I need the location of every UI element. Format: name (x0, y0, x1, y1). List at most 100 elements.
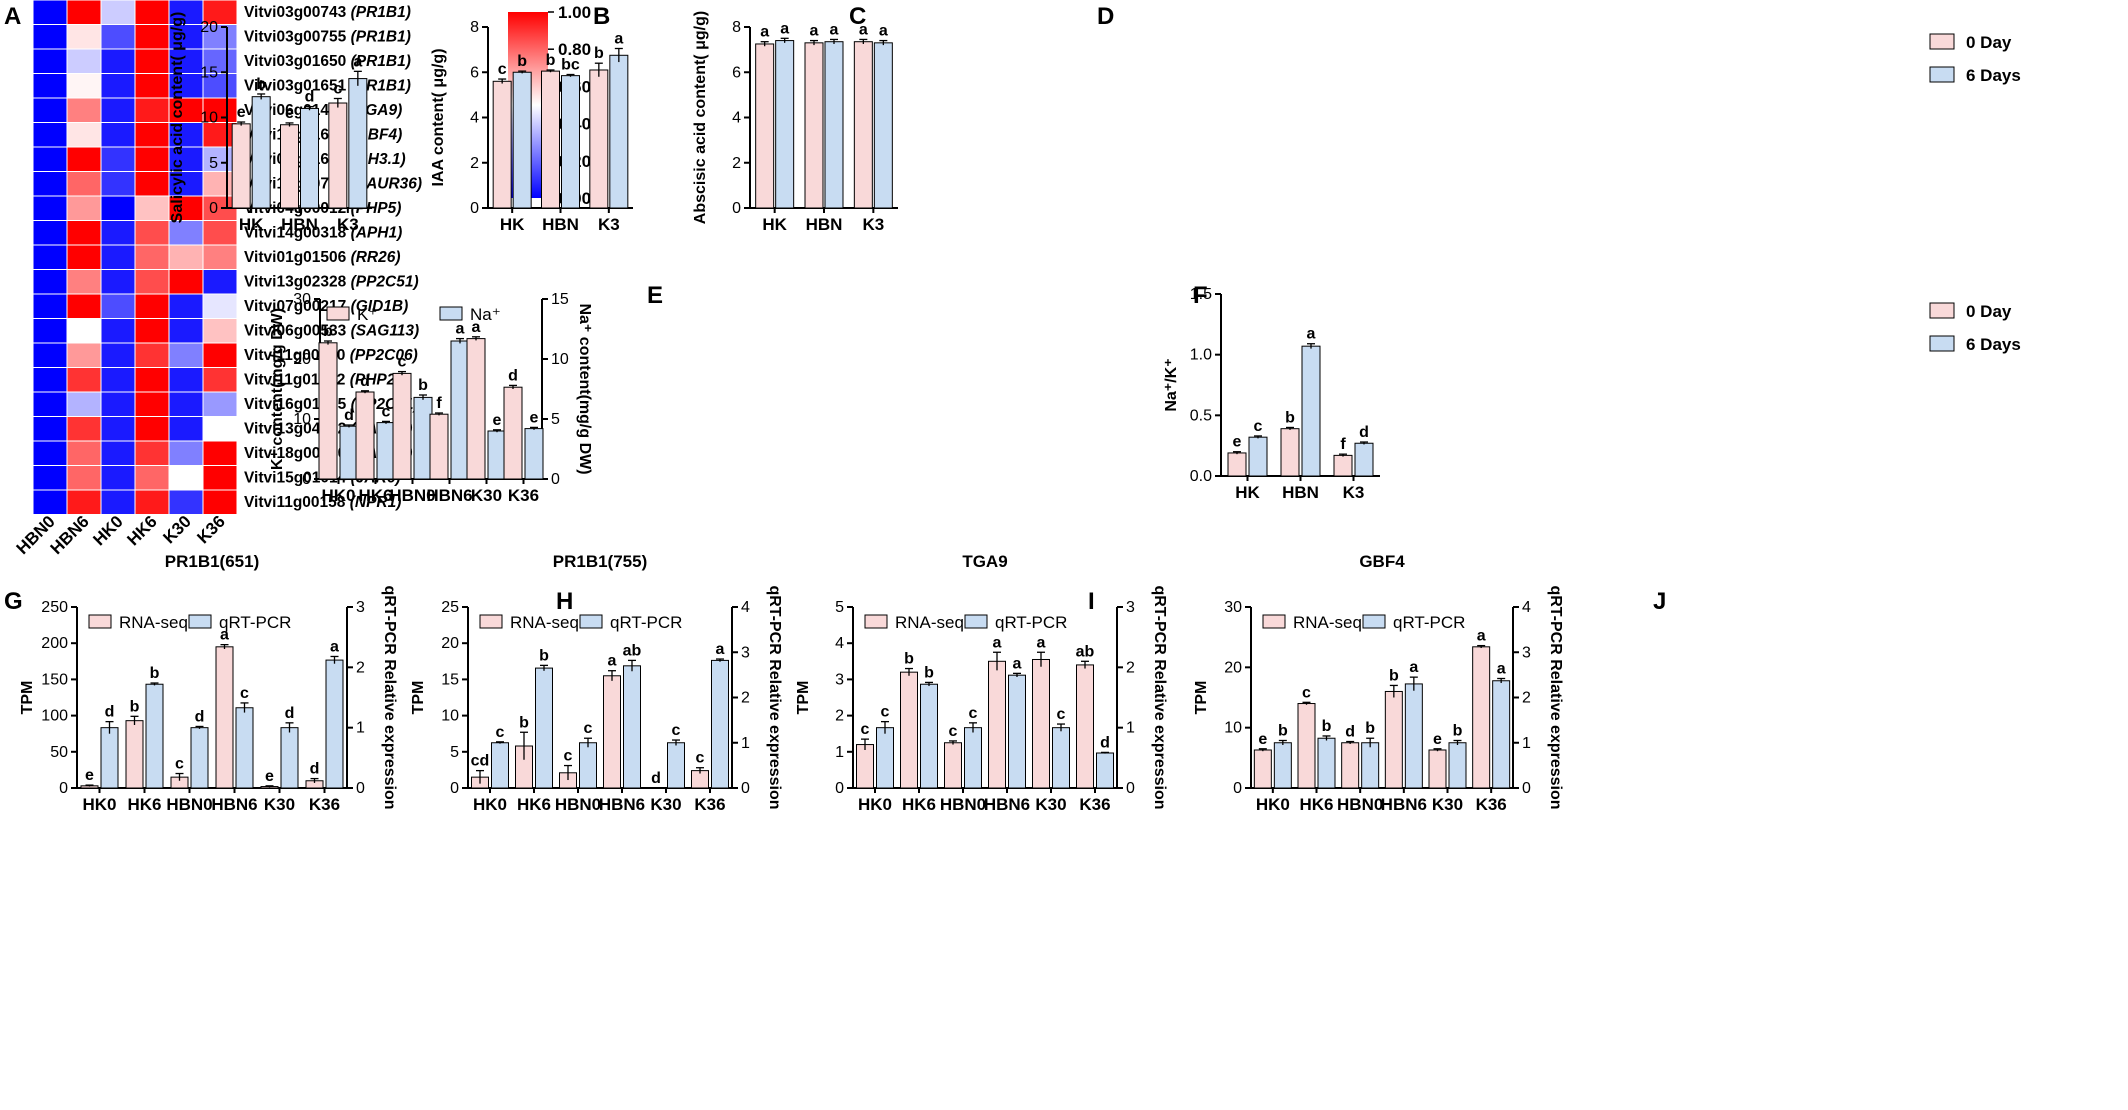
heatmap-cell (32, 24, 68, 50)
y-tick-label: 20 (441, 635, 459, 652)
y-tick-label-right: 15 (551, 291, 569, 308)
significance-letter: b (1285, 409, 1295, 426)
heatmap-cell (168, 195, 204, 221)
heatmap-cell (32, 293, 68, 319)
x-tick-label: HK0 (858, 795, 892, 814)
significance-letter: e (265, 768, 274, 785)
heatmap-cell (100, 318, 136, 344)
bar (920, 683, 938, 789)
gene-id: Vitvi03g00755 (244, 29, 351, 46)
significance-letter: e (530, 409, 539, 426)
y-tick-label-right: 0 (741, 780, 750, 797)
heatmap-cell (202, 24, 238, 50)
gene-name: (GID1B) (351, 298, 409, 315)
legend-label: Na⁺ (470, 305, 501, 324)
bar (1052, 727, 1070, 789)
panel-label-a: A (4, 3, 21, 30)
significance-letter: c (1302, 684, 1311, 701)
x-tick-label: HK (239, 215, 264, 234)
bar (944, 742, 962, 789)
bar (491, 742, 509, 789)
heatmap-cell (66, 97, 102, 123)
bar (1032, 658, 1050, 789)
heatmap-cell (202, 48, 238, 74)
heatmap-row-label: Vitvi14g00318 (APH1) (244, 225, 402, 242)
heatmap-column-label: HK6 (123, 512, 160, 549)
y-tick-label: 0 (470, 200, 479, 217)
bar (711, 659, 729, 789)
heatmap-cell (168, 465, 204, 491)
y-tick-label-right: 2 (1126, 659, 1135, 676)
bar (348, 78, 368, 209)
heatmap-cell (32, 318, 68, 344)
x-tick-label: HK6 (902, 795, 936, 814)
y-tick-label: 0 (835, 780, 844, 797)
chart-title: PR1B1(651) (165, 552, 260, 571)
bar (355, 391, 375, 480)
gene-id: Vitvi13g02328 (244, 274, 351, 291)
x-tick-label: K3 (337, 215, 359, 234)
heatmap-cell (100, 48, 136, 74)
x-tick-label: K36 (694, 795, 725, 814)
heatmap-cell (100, 97, 136, 123)
y-axis-label: TPM (410, 681, 427, 715)
heatmap-row-label: Vitvi03g00755 (PR1B1) (244, 29, 411, 46)
x-tick-label: HK6 (127, 795, 161, 814)
heatmap-cell (168, 244, 204, 270)
y-tick-label-right: 5 (551, 411, 560, 428)
heatmap-cell (32, 342, 68, 368)
heatmap-cell (100, 0, 136, 25)
heatmap-cell (202, 244, 238, 270)
y-tick-label-right: 3 (741, 644, 750, 661)
heatmap-cell (168, 171, 204, 197)
significance-letter: a (353, 53, 362, 70)
y-tick-label-right: 2 (741, 690, 750, 707)
panel-a-heatmap: Vitvi03g00743 (PR1B1)Vitvi03g00755 (PR1B… (13, 0, 591, 558)
legend-swatch (88, 614, 112, 629)
significance-letter: e (85, 767, 94, 784)
bar (1096, 752, 1114, 789)
significance-letter: b (546, 52, 556, 69)
legend-label: RNA-seq (895, 613, 964, 632)
bar (1227, 452, 1247, 477)
bar (535, 667, 553, 789)
significance-letter: a (879, 23, 888, 40)
x-tick-label: HBN (542, 215, 579, 234)
heatmap-cell (168, 318, 204, 344)
heatmap-cell (100, 146, 136, 172)
x-tick-label: K3 (1343, 483, 1365, 502)
significance-letter: a (1409, 659, 1418, 676)
significance-letter: b (594, 45, 604, 62)
heatmap-row-label: Vitvi06g00533 (SAG113) (244, 323, 419, 340)
x-tick-label: K30 (1035, 795, 1066, 814)
gene-id: Vitvi01g01506 (244, 249, 351, 266)
gene-name: (APH1) (351, 225, 403, 242)
heatmap-cell (32, 122, 68, 148)
significance-letter: b (130, 698, 140, 715)
gene-id: Vitvi03g01650 (244, 53, 351, 70)
x-tick-label: HK (762, 215, 787, 234)
significance-letter: c (949, 723, 958, 740)
y-tick-label: 30 (293, 291, 311, 308)
bar (1273, 742, 1292, 789)
heatmap-cell (66, 318, 102, 344)
heatmap-cell (134, 416, 170, 442)
bar (413, 396, 433, 480)
y-tick-label-right: 0 (356, 780, 365, 797)
legend-swatch (1262, 614, 1286, 629)
heatmap-cell (134, 97, 170, 123)
significance-letter: a (1497, 660, 1506, 677)
y-tick-label: 20 (1224, 659, 1242, 676)
x-tick-label: K36 (508, 486, 539, 505)
heatmap-cell (32, 269, 68, 295)
gene-id: Vitvi14g00318 (244, 225, 351, 242)
legend-swatch (1929, 335, 1955, 352)
x-tick-label: HBN6 (599, 795, 645, 814)
significance-letter: e (493, 412, 502, 429)
bar (900, 671, 918, 789)
legend-swatch (1929, 302, 1955, 319)
significance-letter: d (195, 708, 205, 725)
heatmap-cell (134, 220, 170, 246)
heatmap-cell (100, 489, 136, 515)
